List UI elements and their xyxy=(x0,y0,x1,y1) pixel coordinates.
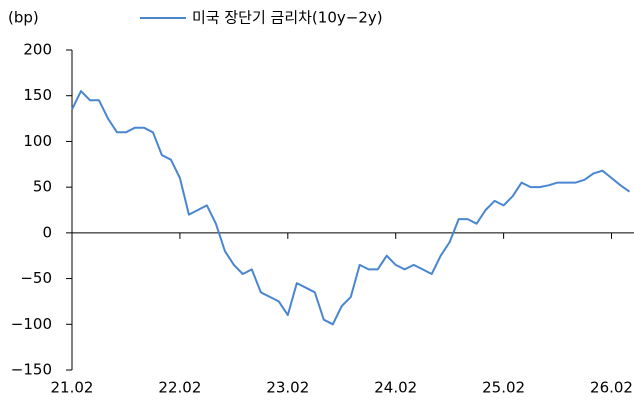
series-line xyxy=(71,90,631,326)
y-tick-label: 0 xyxy=(42,223,52,241)
x-tick-label: 26.02 xyxy=(590,379,633,397)
y-tick-label: 50 xyxy=(33,178,52,196)
y-tick-label: −150 xyxy=(11,361,52,379)
y-tick-label: 200 xyxy=(23,41,52,59)
x-tick-label: 22.02 xyxy=(158,379,201,397)
y-tick-label: 100 xyxy=(23,132,52,150)
x-tick-label: 24.02 xyxy=(374,379,417,397)
y-tick-label: 150 xyxy=(23,86,52,104)
x-tick-label: 23.02 xyxy=(266,379,309,397)
legend-label: 미국 장단기 금리차(10y−2y) xyxy=(192,9,383,27)
y-axis-label: (bp) xyxy=(8,9,39,27)
y-tick-label: −50 xyxy=(20,269,52,287)
y-tick-label: −100 xyxy=(11,315,52,333)
x-tick-label: 21.02 xyxy=(51,379,94,397)
x-tick-label: 25.02 xyxy=(482,379,525,397)
